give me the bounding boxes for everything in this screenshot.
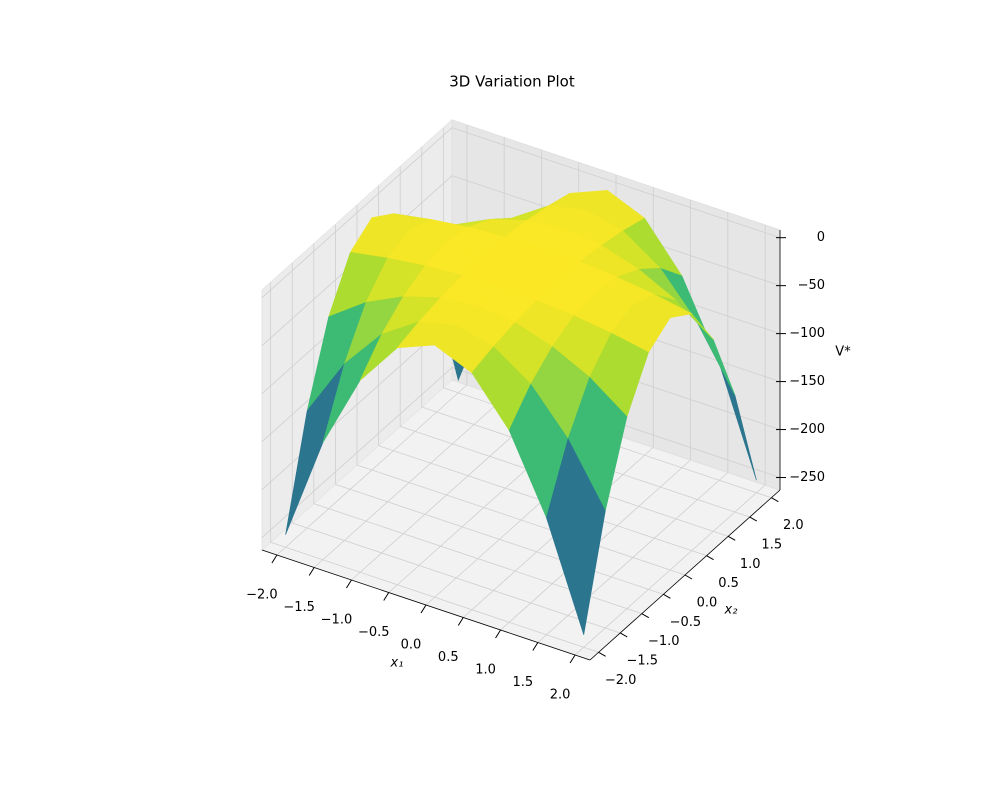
x-tick-label: −1.5 — [283, 600, 315, 615]
y-tick — [771, 497, 779, 503]
x-tick — [420, 604, 427, 614]
y-tick — [684, 574, 693, 580]
z-tick-label: 0 — [817, 230, 825, 245]
x-tick — [495, 629, 501, 639]
grid-line — [270, 541, 599, 653]
y-tick — [727, 535, 736, 541]
y-tick — [663, 593, 671, 599]
x-tick — [383, 592, 390, 601]
y-tick — [619, 632, 628, 638]
grid-line — [261, 127, 453, 298]
y-tick-label: 1.0 — [740, 557, 761, 572]
y-axis — [589, 489, 781, 661]
z-tick-label: −150 — [789, 374, 825, 389]
x-tick-label: 1.0 — [475, 663, 496, 678]
y-tick — [706, 555, 714, 561]
grid-line — [292, 522, 621, 634]
z-tick-label: −200 — [789, 422, 825, 437]
grid-line — [451, 127, 781, 239]
y-tick-label: 1.5 — [761, 538, 782, 553]
x-tick-label: −2.0 — [246, 588, 278, 603]
z-tick-label: −100 — [789, 326, 825, 341]
x-tick-label: 0.5 — [438, 650, 459, 665]
y-axis-label: x₂ — [724, 603, 738, 618]
x-tick — [569, 654, 576, 664]
y-tick — [641, 613, 650, 619]
x-tick-label: 0.0 — [401, 638, 422, 653]
x-tick-label: 2.0 — [550, 688, 571, 703]
chart-title: 3D Variation Plot — [449, 73, 575, 91]
x-tick — [457, 617, 464, 626]
x-tick-label: −0.5 — [358, 625, 390, 640]
y-tick-label: −1.0 — [648, 634, 680, 649]
x-tick — [308, 567, 315, 576]
x-tick — [532, 642, 539, 651]
y-tick-label: −0.5 — [670, 615, 702, 630]
grid-line — [335, 483, 664, 595]
y-tick-label: 2.0 — [783, 518, 804, 533]
x-tick — [271, 554, 278, 564]
grid-line — [356, 464, 686, 576]
grid-line — [261, 319, 453, 490]
y-tick-label: −2.0 — [605, 673, 637, 688]
z-tick-label: −250 — [789, 470, 825, 485]
surface-face — [546, 438, 606, 635]
y-tick-label: 0.0 — [697, 596, 718, 611]
y-tick — [749, 516, 758, 522]
z-tick-label: −50 — [798, 278, 825, 293]
x-tick-label: −1.0 — [321, 613, 353, 628]
x-axis — [261, 549, 591, 661]
z-axis-label: V* — [835, 345, 851, 360]
x-tick — [346, 579, 352, 589]
y-tick-label: 0.5 — [718, 576, 739, 591]
y-tick-label: −1.5 — [626, 653, 658, 668]
x-tick-label: 1.5 — [512, 675, 533, 690]
x-axis-label: x₁ — [390, 656, 404, 671]
y-tick — [598, 651, 606, 657]
